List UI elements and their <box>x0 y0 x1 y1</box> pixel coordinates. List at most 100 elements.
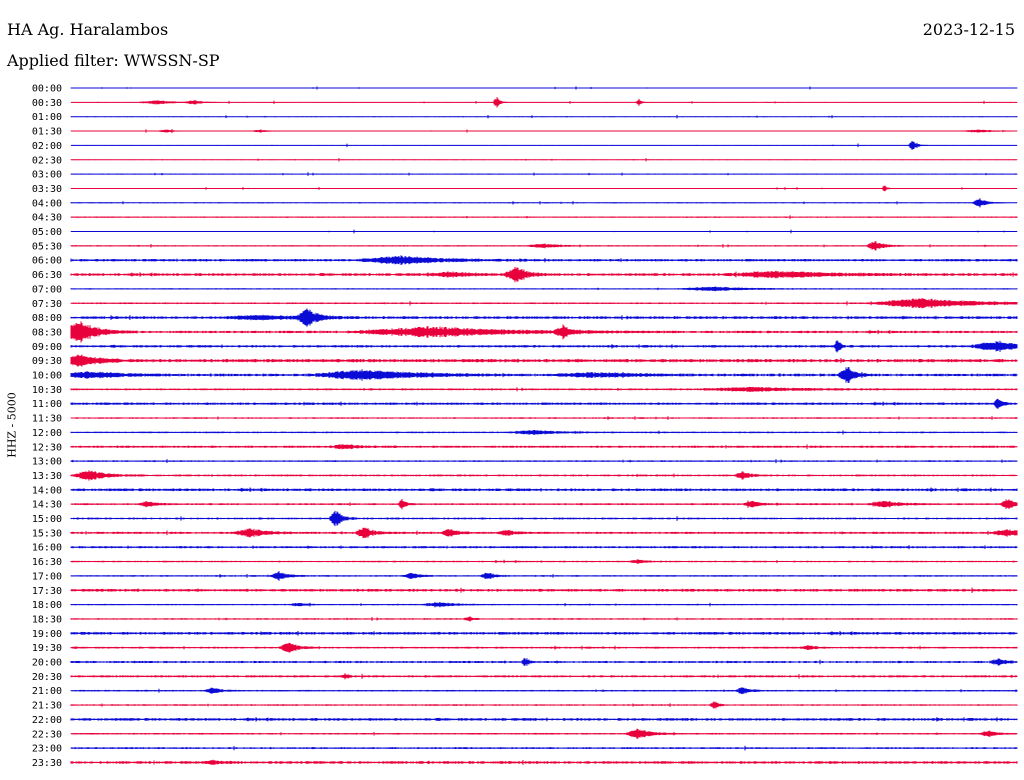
time-label: 16:30 <box>32 557 62 568</box>
time-label: 00:00 <box>32 84 62 95</box>
time-label: 06:00 <box>32 256 62 267</box>
trace-2100 <box>70 687 1018 695</box>
time-label: 14:00 <box>32 485 62 496</box>
time-label: 23:00 <box>32 744 62 755</box>
trace-1200 <box>70 429 1018 435</box>
time-label: 22:30 <box>32 729 62 740</box>
time-label: 11:00 <box>32 399 62 410</box>
trace-1530 <box>70 527 1018 538</box>
time-label: 14:30 <box>32 500 62 511</box>
time-label: 01:30 <box>32 127 62 138</box>
time-label: 23:30 <box>32 758 62 769</box>
trace-1500 <box>70 510 1018 527</box>
time-label: 02:00 <box>32 141 62 152</box>
time-label: 08:00 <box>32 313 62 324</box>
time-label: 09:00 <box>32 342 62 353</box>
trace-0330 <box>70 185 1018 192</box>
time-label: 22:00 <box>32 715 62 726</box>
time-label: 16:00 <box>32 543 62 554</box>
y-axis-label: HHZ - 5000 <box>5 392 19 458</box>
time-label: 20:00 <box>32 658 62 669</box>
time-label: 03:00 <box>32 170 62 181</box>
trace-0130 <box>70 129 1018 134</box>
time-label: 06:30 <box>32 270 62 281</box>
filter-label: Applied filter: WWSSN-SP <box>7 51 220 70</box>
time-label: 21:00 <box>32 686 62 697</box>
trace-1130 <box>70 416 1018 420</box>
trace-1700 <box>70 571 1018 581</box>
time-label: 17:30 <box>32 586 62 597</box>
time-label: 04:00 <box>32 198 62 209</box>
trace-0530 <box>70 241 1018 251</box>
time-label: 05:30 <box>32 241 62 252</box>
trace-1230 <box>70 444 1018 450</box>
trace-2000 <box>70 658 1018 666</box>
trace-2200 <box>70 717 1018 722</box>
time-label: 11:30 <box>32 414 62 425</box>
time-label: 08:30 <box>32 327 62 338</box>
time-label: 05:00 <box>32 227 62 238</box>
date-label: 2023-12-15 <box>922 20 1015 39</box>
trace-0800 <box>70 308 1018 327</box>
time-label: 10:30 <box>32 385 62 396</box>
trace-0930 <box>70 354 1018 367</box>
time-label: 21:30 <box>32 701 62 712</box>
trace-1930 <box>70 642 1018 653</box>
time-label: 15:00 <box>32 514 62 525</box>
trace-0300 <box>70 172 1018 176</box>
trace-1300 <box>70 459 1018 464</box>
trace-0730 <box>70 298 1018 309</box>
trace-1630 <box>70 559 1018 564</box>
time-label: 10:00 <box>32 371 62 382</box>
time-label: 09:30 <box>32 356 62 367</box>
trace-0100 <box>70 114 1018 119</box>
trace-0900 <box>70 340 1018 353</box>
trace-0600 <box>70 255 1018 265</box>
trace-1600 <box>70 545 1018 550</box>
time-label: 13:30 <box>32 471 62 482</box>
trace-1330 <box>70 470 1018 481</box>
time-label: 01:00 <box>32 112 62 123</box>
trace-0500 <box>70 229 1018 234</box>
trace-1830 <box>70 616 1018 622</box>
trace-1430 <box>70 498 1018 510</box>
trace-2130 <box>70 701 1018 709</box>
trace-1100 <box>70 398 1018 409</box>
trace-2230 <box>70 728 1018 739</box>
trace-0400 <box>70 198 1018 208</box>
trace-0430 <box>70 215 1018 220</box>
time-label: 17:00 <box>32 571 62 582</box>
trace-0030 <box>70 97 1018 108</box>
time-label: 07:30 <box>32 299 62 310</box>
trace-1400 <box>70 487 1018 493</box>
trace-0830 <box>70 321 1018 343</box>
time-label: 13:00 <box>32 457 62 468</box>
trace-0000 <box>70 86 1018 90</box>
time-label: 15:30 <box>32 528 62 539</box>
time-label: 18:30 <box>32 614 62 625</box>
trace-1800 <box>70 601 1018 608</box>
time-label: 12:00 <box>32 428 62 439</box>
trace-1030 <box>70 386 1018 392</box>
time-label: 00:30 <box>32 98 62 109</box>
time-label: 19:30 <box>32 643 62 654</box>
trace-group <box>70 86 1018 766</box>
trace-2300 <box>70 745 1018 751</box>
trace-0200 <box>70 140 1018 150</box>
time-label: 04:30 <box>32 213 62 224</box>
trace-0630 <box>70 266 1018 283</box>
time-label: 19:00 <box>32 629 62 640</box>
time-label: 03:30 <box>32 184 62 195</box>
trace-0230 <box>70 157 1018 162</box>
time-label: 12:30 <box>32 442 62 453</box>
trace-1000 <box>70 367 1018 383</box>
time-label-group: 00:00 00:30 01:00 01:30 02:00 02:30 03:00 03:30… <box>32 84 62 769</box>
time-label: 02:30 <box>32 155 62 166</box>
trace-2330 <box>70 759 1018 766</box>
trace-2030 <box>70 673 1018 680</box>
trace-1730 <box>70 587 1018 594</box>
trace-0700 <box>70 286 1018 292</box>
station-title: HA Ag. Haralambos <box>7 20 169 39</box>
time-label: 07:00 <box>32 284 62 295</box>
